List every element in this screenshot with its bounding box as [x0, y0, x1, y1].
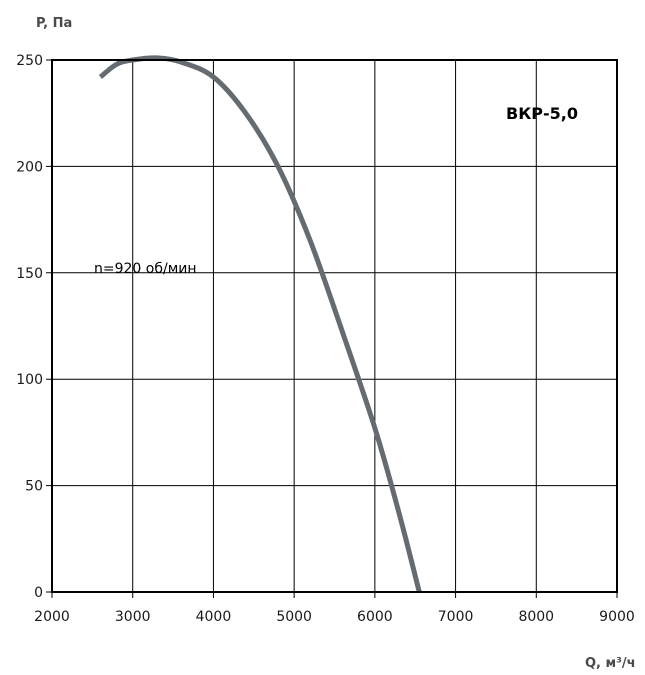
x-tick-label: 7000 — [438, 609, 474, 625]
grid-lines — [46, 59, 618, 598]
y-axis-label: P, Па — [36, 16, 72, 31]
y-tick-label: 100 — [16, 372, 43, 388]
x-tick-label: 5000 — [276, 609, 312, 625]
x-tick-label: 9000 — [599, 609, 635, 625]
rpm-annotation: n=920 об/мин — [94, 261, 197, 277]
x-tick-label: 4000 — [196, 609, 232, 625]
y-tick-label: 150 — [16, 266, 43, 282]
plot-frame — [51, 59, 618, 593]
y-tick-label: 0 — [34, 585, 43, 601]
series-line — [98, 55, 422, 593]
x-tick-label: 3000 — [115, 609, 151, 625]
y-tick-label: 250 — [16, 53, 43, 69]
x-axis-label: Q, м³/ч — [585, 656, 636, 671]
y-tick-label: 200 — [16, 159, 43, 175]
chart-title: ВКР-5,0 — [506, 104, 578, 123]
y-tick-label: 50 — [25, 479, 43, 495]
x-tick-label: 8000 — [518, 609, 554, 625]
tick-labels: 2000 3000 4000 5000 6000 7000 8000 9000 0 50 100 15… — [16, 53, 635, 625]
x-tick-label: 2000 — [34, 609, 70, 625]
x-tick-label: 6000 — [357, 609, 393, 625]
